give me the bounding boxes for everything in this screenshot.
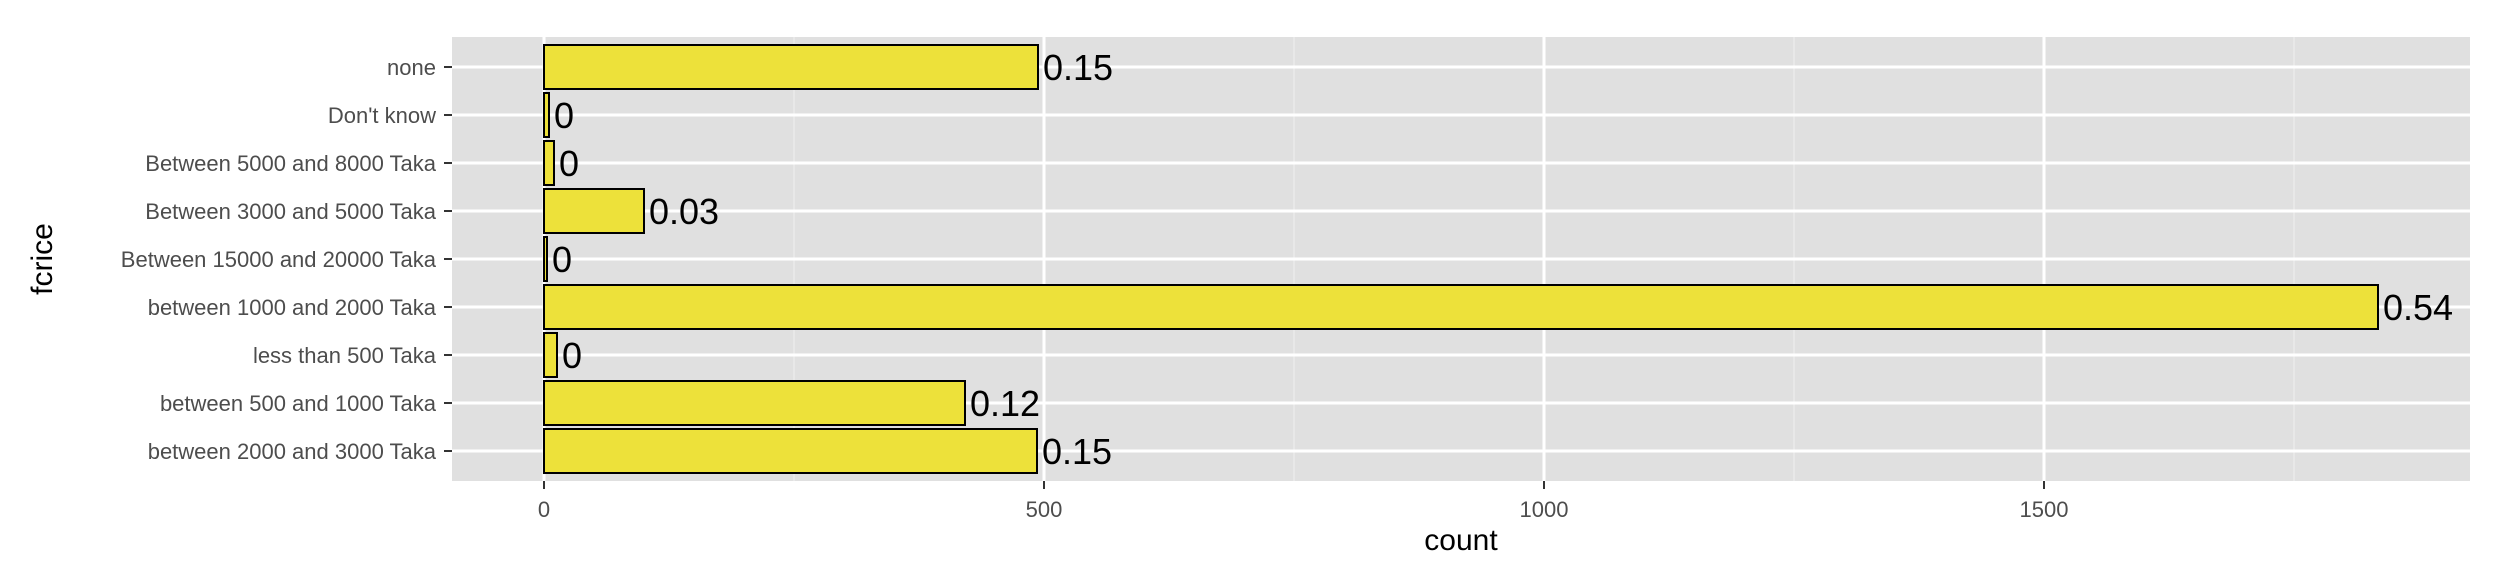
y-tick-label: Between 5000 and 8000 Taka bbox=[145, 151, 436, 176]
bar-data-label: 0 bbox=[552, 239, 572, 280]
y-tick-label: less than 500 Taka bbox=[253, 343, 437, 368]
bar-data-label: 0.54 bbox=[2383, 287, 2453, 328]
bar-data-label: 0.15 bbox=[1042, 431, 1112, 472]
bar-data-label: 0.15 bbox=[1043, 47, 1113, 88]
y-axis-title: fcrice bbox=[26, 223, 59, 295]
bar bbox=[543, 284, 2379, 330]
x-tick-label: 1000 bbox=[1520, 497, 1569, 522]
bar bbox=[543, 332, 558, 378]
bar bbox=[543, 380, 966, 426]
bar bbox=[543, 236, 548, 282]
bar bbox=[543, 188, 645, 234]
x-axis-title: count bbox=[1424, 524, 1498, 557]
bar-data-label: 0.03 bbox=[649, 191, 719, 232]
x-tick-label: 1500 bbox=[2020, 497, 2069, 522]
y-tick-label: none bbox=[387, 55, 436, 80]
bar-data-label: 0.12 bbox=[970, 383, 1040, 424]
bars bbox=[543, 44, 2379, 474]
bar bbox=[543, 428, 1038, 474]
y-tick-label: Between 15000 and 20000 Taka bbox=[121, 247, 437, 272]
bar bbox=[543, 140, 555, 186]
x-tick-label: 500 bbox=[1026, 497, 1063, 522]
y-axis: none Don't know Between 5000 and 8000 Taka… bbox=[121, 55, 452, 464]
bar bbox=[543, 44, 1039, 90]
bar-data-label: 0 bbox=[562, 335, 582, 376]
bar-data-label: 0 bbox=[554, 95, 574, 136]
bar bbox=[543, 92, 550, 138]
x-axis: 0 500 1000 1500 bbox=[538, 481, 2069, 522]
bar-data-label: 0 bbox=[559, 143, 579, 184]
y-tick-label: between 2000 and 3000 Taka bbox=[148, 439, 437, 464]
y-tick-label: between 500 and 1000 Taka bbox=[160, 391, 437, 416]
y-tick-label: Between 3000 and 5000 Taka bbox=[145, 199, 436, 224]
y-tick-label: between 1000 and 2000 Taka bbox=[148, 295, 437, 320]
x-tick-label: 0 bbox=[538, 497, 550, 522]
y-tick-label: Don't know bbox=[328, 103, 436, 128]
